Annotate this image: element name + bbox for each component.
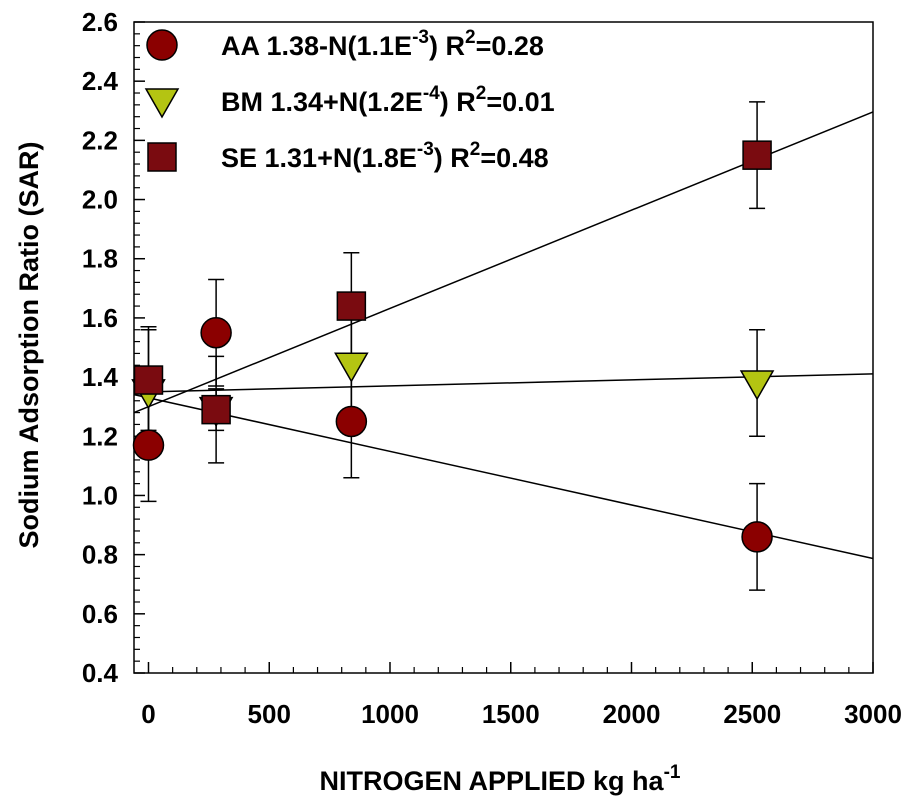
legend-label-bm: BM 1.34+N(1.2E-4) R2=0.01	[221, 83, 555, 117]
y-tick-label: 0.4	[82, 658, 119, 688]
fit-lines	[133, 111, 874, 560]
y-tick-label: 2.2	[82, 125, 118, 155]
x-tick-label: 3000	[844, 699, 902, 729]
y-tick-label: 1.2	[82, 421, 118, 451]
point-se	[133, 365, 164, 395]
x-tick-label: 500	[248, 699, 291, 729]
point-bm	[334, 352, 369, 383]
point-aa	[200, 316, 232, 349]
point-aa	[335, 405, 368, 438]
x-tick-label: 1000	[361, 699, 419, 729]
legend-marker-aa	[146, 29, 178, 61]
y-tick-label: 2.6	[82, 7, 118, 37]
y-tick-label: 2.4	[82, 66, 119, 96]
x-axis-title-sup: -1	[664, 762, 681, 783]
point-se	[336, 291, 367, 321]
x-tick-label: 0	[141, 699, 155, 729]
x-tick-label: 2000	[603, 699, 661, 729]
y-tick-label: 2.0	[82, 185, 118, 215]
legend: AA 1.38-N(1.1E-3) R2=0.28 BM 1.34+N(1.2E-…	[144, 27, 555, 173]
y-tick-label: 0.6	[82, 599, 118, 629]
point-bm	[739, 370, 775, 401]
y-tick-label: 1.4	[82, 362, 119, 392]
x-axis-title: NITROGEN APPLIED kg ha-1	[320, 762, 681, 796]
point-aa	[741, 521, 773, 553]
legend-label-aa: AA 1.38-N(1.1E-3) R2=0.28	[221, 27, 544, 61]
x-tick-label: 2500	[723, 699, 781, 729]
axes: 0.4 0.6 0.8 1.0 1.2 1.4 1.6 1.8 2.0 2.2 2.4 2.6 0 500…	[82, 7, 902, 729]
point-aa	[132, 429, 165, 461]
x-axis-title-main: NITROGEN APPLIED kg ha	[320, 766, 665, 796]
y-tick-label: 1.6	[82, 303, 118, 333]
plot-frame	[133, 21, 874, 674]
legend-marker-se	[147, 142, 177, 172]
y-tick-label: 1.0	[82, 480, 118, 510]
point-se	[742, 140, 772, 170]
y-tick-label: 1.8	[82, 244, 118, 274]
data-marks	[131, 101, 775, 591]
y-tick-label: 0.8	[82, 540, 118, 570]
legend-label-se: SE 1.31+N(1.8E-3) R2=0.48	[221, 139, 549, 173]
point-se	[201, 394, 231, 425]
x-tick-label: 1500	[482, 699, 540, 729]
legend-marker-bm	[144, 88, 180, 119]
y-axis-title: Sodium Adsorption Ratio (SAR)	[14, 142, 44, 549]
